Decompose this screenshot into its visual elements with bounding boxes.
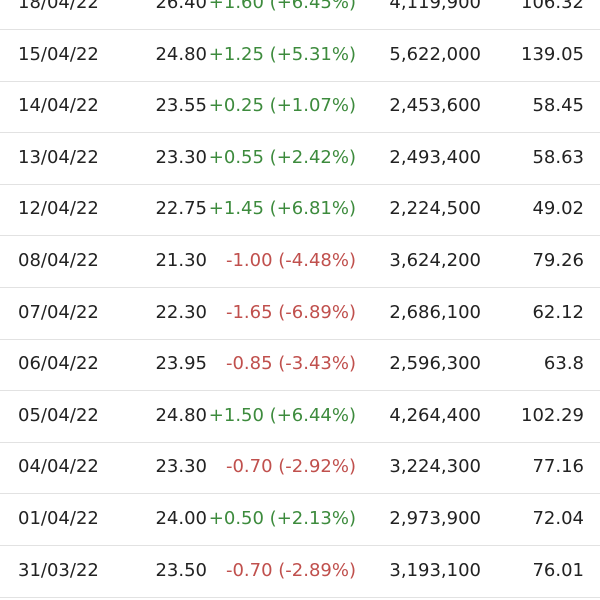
date: 08/04/22 — [18, 250, 99, 271]
volume: 2,453,600 — [389, 95, 481, 117]
date: 31/03/22 — [18, 559, 99, 581]
turnover: 139.05 — [521, 43, 584, 65]
change: +1.25 (+5.31%) — [208, 43, 356, 65]
row-separator — [0, 29, 600, 30]
turnover: 58.45 — [532, 95, 584, 117]
row-separator — [0, 390, 600, 392]
close-price: 23.95 — [155, 353, 207, 375]
close-price: 23.55 — [155, 95, 207, 117]
change: +0.50 (+2.13%) — [208, 508, 356, 529]
change: -1.65 (-6.89%) — [225, 301, 356, 323]
close-price: 24.80 — [155, 404, 207, 426]
close-price: 23.30 — [155, 146, 207, 168]
volume: 2,493,400 — [389, 146, 481, 168]
close-price: 26.40 — [155, 0, 207, 13]
turnover: 77.16 — [532, 456, 584, 478]
turnover: 106.32 — [521, 0, 584, 13]
volume: 5,622,000 — [389, 43, 481, 65]
volume: 3,193,100 — [389, 559, 481, 581]
close-price: 22.75 — [155, 198, 207, 220]
row-separator — [0, 80, 600, 82]
date: 12/04/22 — [18, 198, 99, 220]
date: 05/04/22 — [18, 404, 99, 426]
volume: 2,686,100 — [389, 301, 481, 323]
turnover: 76.01 — [532, 559, 584, 581]
volume: 3,224,300 — [389, 456, 481, 478]
volume: 3,624,200 — [389, 250, 481, 271]
change: +1.45 (+6.81%) — [208, 198, 356, 220]
close-price: 23.30 — [155, 456, 207, 478]
turnover: 62.12 — [532, 301, 584, 323]
row-separator — [0, 545, 600, 546]
turnover: 49.02 — [532, 198, 584, 220]
date: 18/04/22 — [18, 0, 99, 13]
close-price: 24.00 — [155, 508, 207, 529]
row-separator — [0, 493, 600, 495]
close-price: 22.30 — [155, 301, 207, 323]
turnover: 63.8 — [543, 353, 584, 375]
change: +0.55 (+2.42%) — [208, 146, 356, 168]
row-separator — [0, 235, 600, 237]
date: 06/04/22 — [18, 353, 99, 375]
date: 01/04/22 — [18, 508, 99, 529]
change: -1.00 (-4.48%) — [225, 250, 356, 271]
row-separator — [0, 132, 600, 134]
row-separator — [0, 596, 600, 598]
row-separator — [0, 338, 600, 340]
change: -0.70 (-2.92%) — [225, 456, 356, 478]
change: +1.60 (+6.45%) — [208, 0, 356, 13]
change: +1.50 (+6.44%) — [208, 404, 356, 426]
change: -0.70 (-2.89%) — [225, 559, 356, 581]
row-separator — [0, 183, 600, 185]
volume: 4,264,400 — [389, 404, 481, 426]
volume: 2,973,900 — [389, 508, 481, 529]
date: 04/04/22 — [18, 456, 99, 478]
turnover: 79.26 — [532, 250, 584, 271]
row-separator — [0, 287, 600, 288]
date: 13/04/22 — [18, 146, 99, 168]
date: 14/04/22 — [18, 95, 99, 117]
turnover: 102.29 — [521, 404, 584, 426]
row-separator — [0, 441, 600, 443]
change: +0.25 (+1.07%) — [208, 95, 356, 117]
close-price: 21.30 — [155, 250, 207, 271]
close-price: 24.80 — [155, 43, 207, 65]
volume: 4,119,900 — [389, 0, 481, 13]
date: 07/04/22 — [18, 301, 99, 323]
turnover: 58.63 — [532, 146, 584, 168]
volume: 2,596,300 — [389, 353, 481, 375]
close-price: 23.50 — [155, 559, 207, 581]
change: -0.85 (-3.43%) — [225, 353, 356, 375]
date: 15/04/22 — [18, 43, 99, 65]
turnover: 72.04 — [532, 508, 584, 529]
volume: 2,224,500 — [389, 198, 481, 220]
